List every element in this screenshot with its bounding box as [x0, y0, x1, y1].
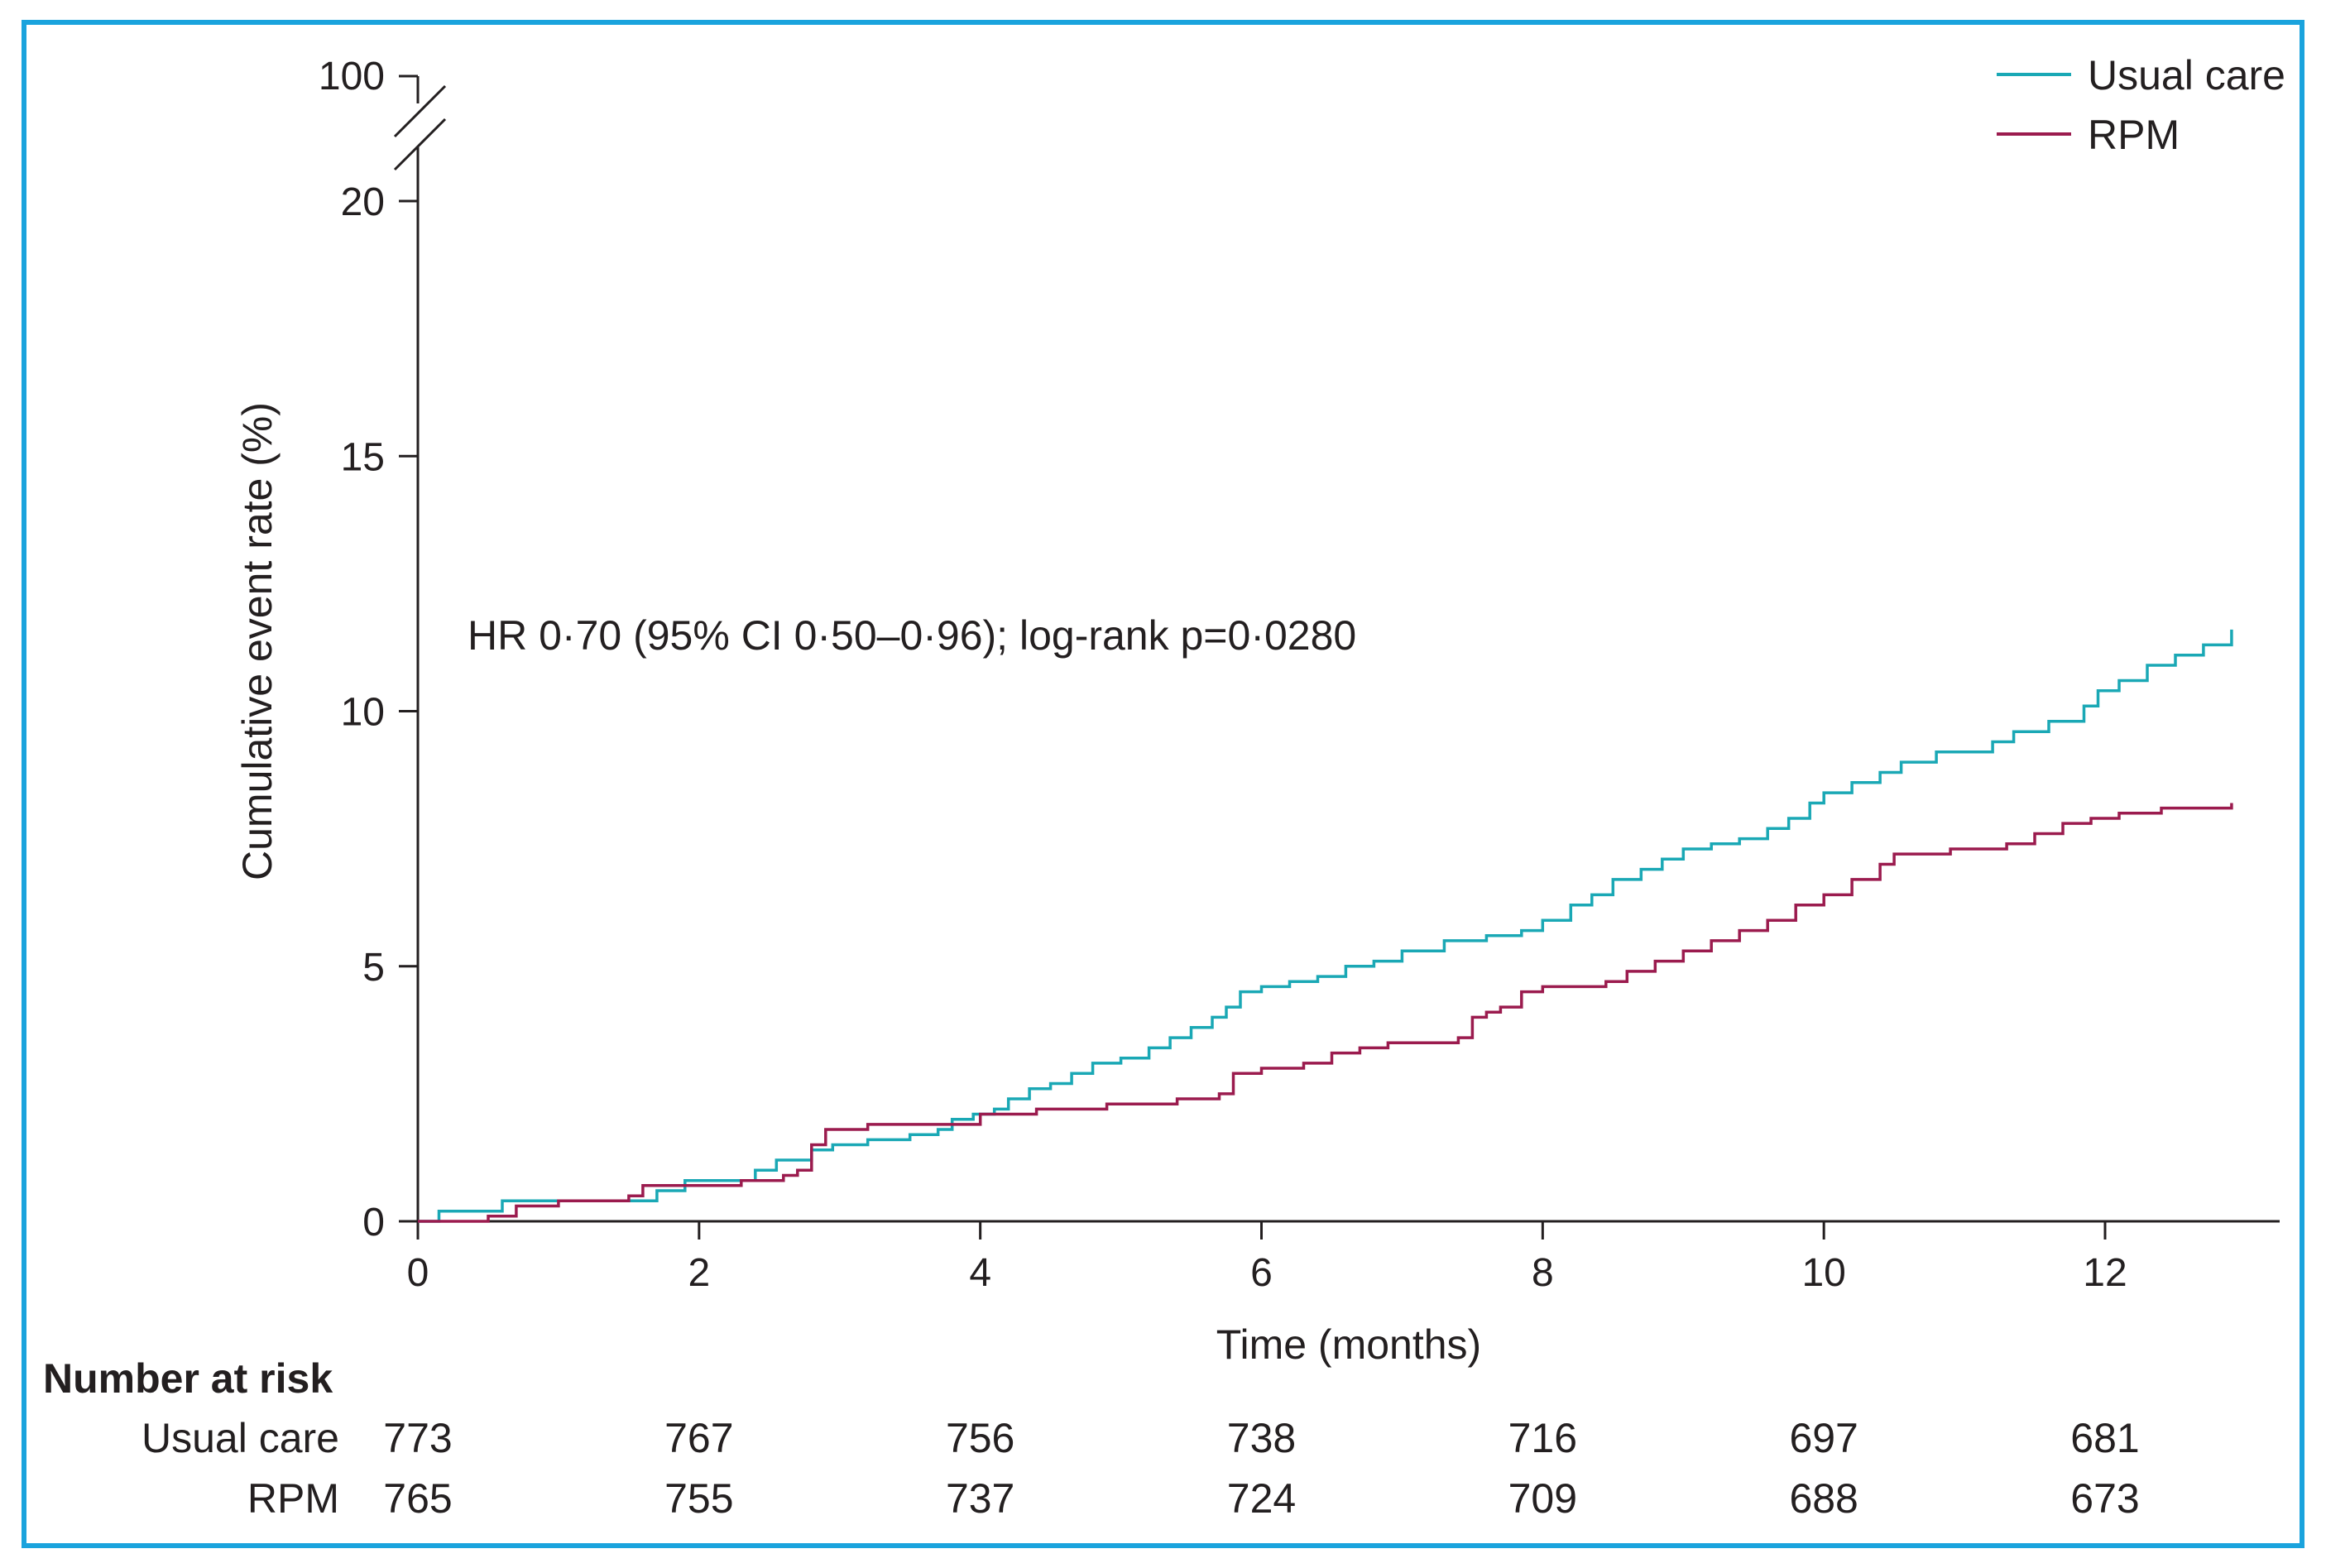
risk-values: 773 767 756 738 716 697 681 765 755 737 724 709 688 6… — [383, 1415, 2139, 1522]
x-tick-label-0: 0 — [407, 1251, 429, 1295]
x-tick-label-10: 10 — [1801, 1251, 1845, 1295]
y-tick-label-100: 100 — [319, 55, 385, 98]
risk-value-usual-care-6: 738 — [1227, 1415, 1296, 1461]
risk-row-label-usual-care: Usual care — [141, 1415, 339, 1461]
risk-value-rpm-0: 765 — [383, 1475, 452, 1522]
y-tick-label-10: 10 — [341, 691, 385, 735]
risk-value-rpm-6: 724 — [1227, 1475, 1296, 1522]
series-line-rpm — [418, 803, 2233, 1223]
risk-value-rpm-2: 755 — [664, 1475, 733, 1522]
series-layer — [418, 629, 2233, 1223]
axes: 100 0 5 10 15 20 0 2 4 6 8 10 12 — [319, 55, 2280, 1295]
y-tick-label-0: 0 — [362, 1201, 385, 1244]
risk-value-rpm-4: 737 — [946, 1475, 1014, 1522]
risk-value-usual-care-10: 697 — [1789, 1415, 1858, 1461]
hazard-ratio-annotation: HR 0·70 (95% CI 0·50–0·96); log-rank p=0… — [468, 612, 1356, 659]
risk-value-usual-care-12: 681 — [2070, 1415, 2139, 1461]
y-tick-label-15: 15 — [341, 435, 385, 479]
x-tick-label-4: 4 — [969, 1251, 991, 1295]
risk-row-label-rpm: RPM — [247, 1475, 339, 1522]
series-line-usual-care — [418, 629, 2233, 1223]
x-tick-label-2: 2 — [688, 1251, 710, 1295]
number-at-risk-table: Number at risk Usual care RPM 773 767 756 7… — [43, 1355, 2140, 1522]
legend-label-usual-care: Usual care — [2088, 52, 2285, 98]
y-axis-break-mark-2 — [393, 117, 447, 171]
x-tick-label-8: 8 — [1532, 1251, 1554, 1295]
risk-value-usual-care-0: 773 — [383, 1415, 452, 1461]
risk-value-usual-care-2: 767 — [664, 1415, 733, 1461]
risk-value-usual-care-8: 716 — [1508, 1415, 1577, 1461]
y-axis-title: Cumulative event rate (%) — [234, 402, 281, 880]
legend: Usual care RPM — [1997, 52, 2285, 158]
risk-value-rpm-8: 709 — [1508, 1475, 1577, 1522]
risk-value-usual-care-4: 756 — [946, 1415, 1014, 1461]
figure-frame — [22, 20, 2304, 1548]
risk-table-title: Number at risk — [43, 1355, 333, 1402]
x-tick-label-12: 12 — [2083, 1251, 2127, 1295]
y-axis-break-mark-1 — [393, 84, 447, 138]
y-tick-label-5: 5 — [362, 946, 385, 990]
y-tick-label-20: 20 — [341, 180, 385, 224]
x-tick-label-6: 6 — [1250, 1251, 1273, 1295]
legend-label-rpm: RPM — [2088, 112, 2180, 158]
risk-value-rpm-10: 688 — [1789, 1475, 1858, 1522]
risk-value-rpm-12: 673 — [2070, 1475, 2139, 1522]
x-axis-title: Time (months) — [1216, 1321, 1481, 1368]
